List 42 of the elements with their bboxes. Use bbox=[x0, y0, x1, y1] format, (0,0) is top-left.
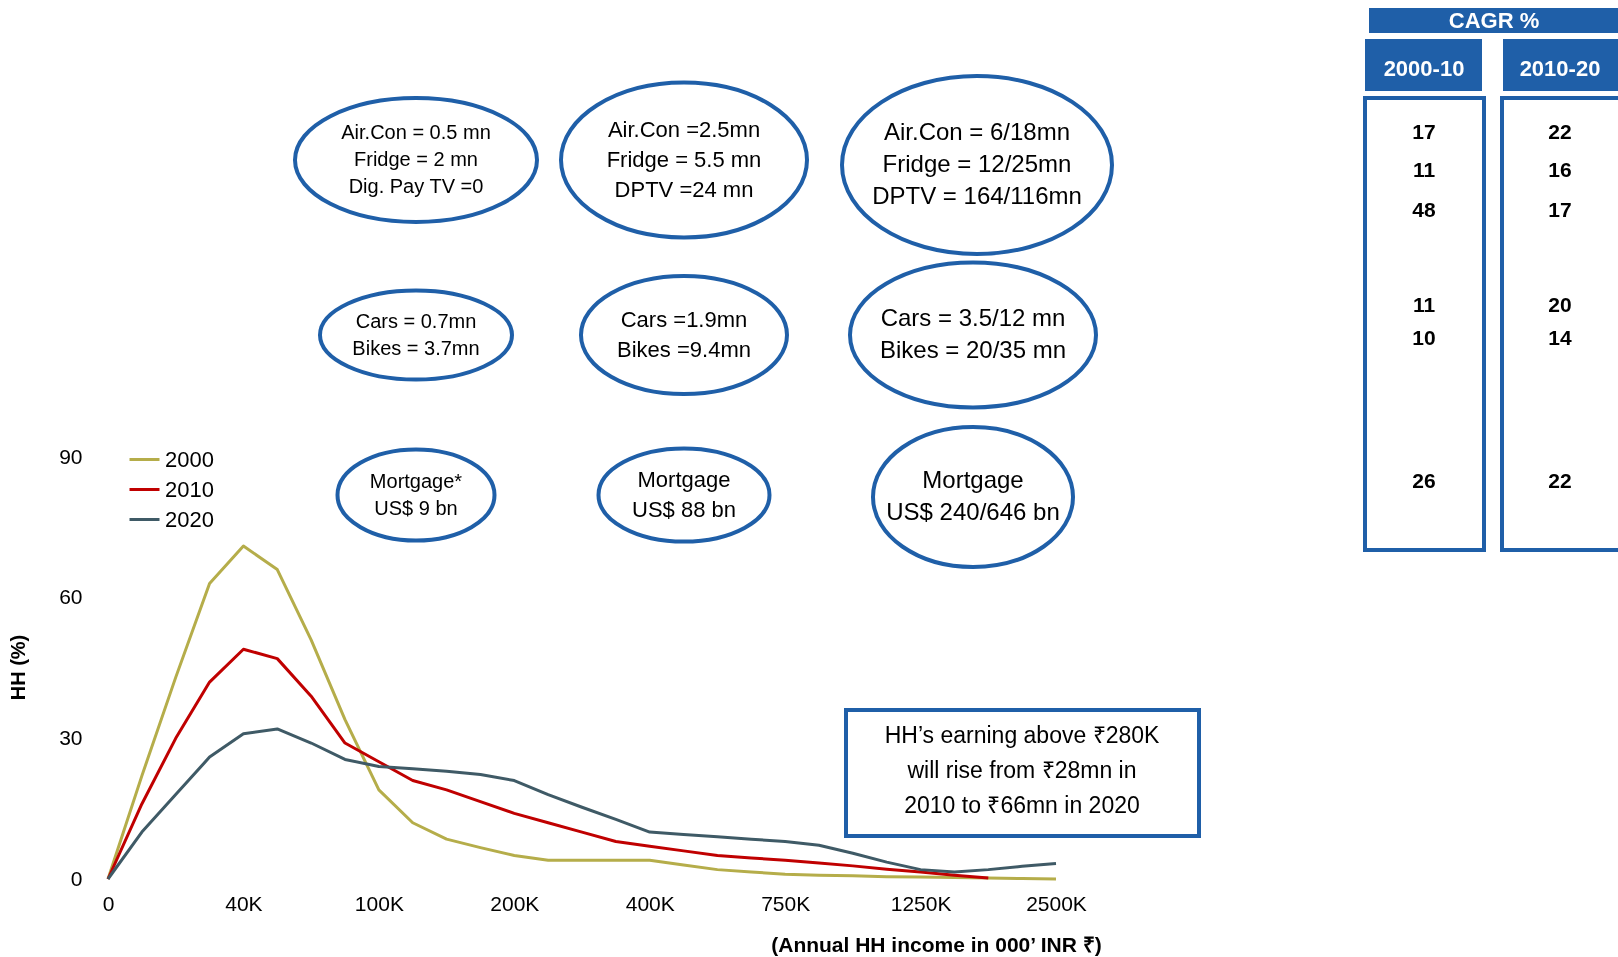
text: 26 bbox=[1412, 469, 1436, 492]
x-tick-label: 0 bbox=[102, 891, 115, 915]
text: 22 bbox=[1548, 120, 1572, 143]
text: 22 bbox=[1548, 469, 1572, 492]
text: 16 bbox=[1548, 158, 1572, 181]
annotation: Mortgage US$ 88 bn bbox=[632, 467, 736, 522]
annotation: HH’s earning above ₹280K will rise from ₹28mn in 2010 to ₹66mn in 2020 bbox=[884, 722, 1160, 818]
y-tick-label: 60 bbox=[59, 585, 83, 609]
y-tick-label: 30 bbox=[59, 725, 83, 749]
text: 11 bbox=[1412, 293, 1436, 316]
text: Cars = 0.7mn Bikes = 3.7mn bbox=[352, 309, 480, 359]
y-axis-title: HH (%) bbox=[6, 634, 29, 701]
text: 48 bbox=[1412, 198, 1436, 221]
x-axis-title: (Annual HH income in 000’ INR ₹) bbox=[771, 932, 1102, 956]
x-tick-label: 2500K bbox=[1026, 891, 1087, 915]
x-tick-label: 40K bbox=[225, 891, 263, 915]
x-tick-label: 200K bbox=[490, 891, 540, 915]
text: Cars =1.9mn Bikes =9.4mn bbox=[617, 307, 751, 362]
text: Air.Con = 0.5 mn Fridge = 2 mn Dig. Pay TV =0 bbox=[341, 121, 491, 197]
y-tick-label: 0 bbox=[70, 866, 83, 890]
text: CAGR % bbox=[1448, 8, 1540, 33]
annotation: Mortgage US$ 240/646 bn bbox=[886, 465, 1060, 526]
text: 10 bbox=[1412, 326, 1436, 349]
text: Air.Con = 6/18mn Fridge = 12/25mn DPTV = 164/116mn bbox=[872, 117, 1082, 210]
x-tick-label: 750K bbox=[761, 891, 811, 915]
legend-label: 2000 bbox=[165, 446, 214, 472]
x-tick-label: 100K bbox=[354, 891, 404, 915]
x-tick-label: 1250K bbox=[890, 891, 952, 915]
text: 20 bbox=[1548, 293, 1572, 316]
annotation: Mortgage* US$ 9 bn bbox=[369, 469, 463, 519]
y-tick-label: 90 bbox=[59, 444, 83, 468]
legend-label: 2010 bbox=[165, 476, 214, 502]
text: 17 bbox=[1412, 120, 1436, 143]
legend-label: 2020 bbox=[165, 506, 214, 532]
text: 14 bbox=[1548, 326, 1572, 349]
x-tick-label: 400K bbox=[625, 891, 675, 915]
text: Cars = 3.5/12 mn Bikes = 20/35 mn bbox=[879, 303, 1067, 364]
text: Air.Con =2.5mn Fridge = 5.5 mn DPTV =24 mn bbox=[606, 117, 762, 202]
text: 2000-10 bbox=[1383, 56, 1465, 81]
text: 17 bbox=[1548, 198, 1572, 221]
text: 2010-20 bbox=[1519, 56, 1601, 81]
text: 11 bbox=[1412, 158, 1436, 181]
